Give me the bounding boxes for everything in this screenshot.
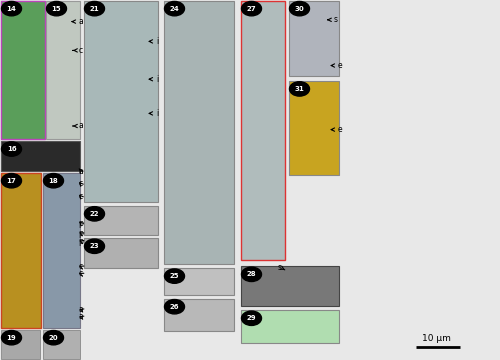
Text: 25: 25 — [170, 273, 179, 279]
FancyBboxPatch shape — [46, 1, 80, 139]
Text: 27: 27 — [246, 6, 256, 12]
Text: 16: 16 — [6, 146, 16, 152]
Text: 14: 14 — [6, 6, 16, 12]
Text: e: e — [331, 61, 342, 70]
Text: p: p — [78, 219, 84, 228]
Text: c: c — [78, 192, 84, 201]
Text: c: c — [78, 269, 84, 278]
Text: 10 μm: 10 μm — [422, 334, 450, 343]
Circle shape — [2, 174, 21, 188]
Text: e: e — [331, 125, 342, 134]
Circle shape — [164, 1, 184, 16]
FancyBboxPatch shape — [164, 268, 234, 295]
Text: a: a — [72, 17, 83, 26]
Circle shape — [290, 82, 310, 96]
Circle shape — [46, 1, 66, 16]
Text: c: c — [78, 179, 84, 188]
Text: a: a — [73, 122, 83, 130]
Text: 22: 22 — [90, 211, 99, 217]
Text: s: s — [278, 263, 285, 271]
Text: 29: 29 — [246, 315, 256, 321]
FancyBboxPatch shape — [241, 310, 339, 343]
Text: 26: 26 — [170, 304, 179, 310]
FancyBboxPatch shape — [164, 1, 234, 264]
FancyBboxPatch shape — [84, 238, 158, 268]
Text: a: a — [78, 312, 84, 321]
Text: s: s — [328, 15, 338, 24]
FancyBboxPatch shape — [241, 266, 339, 306]
Text: 18: 18 — [48, 178, 58, 184]
Text: i: i — [149, 75, 158, 84]
FancyBboxPatch shape — [241, 1, 285, 260]
FancyBboxPatch shape — [43, 330, 80, 359]
Circle shape — [44, 174, 64, 188]
Circle shape — [242, 311, 262, 325]
Text: i: i — [149, 109, 158, 118]
Text: 31: 31 — [294, 86, 304, 92]
FancyBboxPatch shape — [289, 1, 339, 76]
Circle shape — [84, 1, 104, 16]
Circle shape — [164, 269, 184, 283]
FancyBboxPatch shape — [164, 299, 234, 331]
FancyBboxPatch shape — [1, 173, 41, 328]
Text: 30: 30 — [294, 6, 304, 12]
Text: 15: 15 — [52, 6, 62, 12]
Circle shape — [242, 267, 262, 282]
Text: 20: 20 — [48, 335, 58, 341]
Circle shape — [290, 1, 310, 16]
Circle shape — [2, 1, 21, 16]
FancyBboxPatch shape — [1, 1, 44, 139]
Text: a: a — [78, 166, 83, 175]
Circle shape — [242, 1, 262, 16]
Text: 19: 19 — [6, 335, 16, 341]
Text: 23: 23 — [90, 243, 100, 249]
Text: i: i — [149, 37, 158, 46]
Text: a: a — [78, 305, 84, 314]
FancyBboxPatch shape — [1, 141, 80, 171]
Text: 24: 24 — [170, 6, 179, 12]
Text: p: p — [78, 237, 84, 246]
Text: c: c — [78, 262, 84, 271]
Circle shape — [164, 300, 184, 314]
Text: p: p — [78, 229, 84, 238]
FancyBboxPatch shape — [289, 81, 339, 175]
Text: 17: 17 — [6, 178, 16, 184]
FancyBboxPatch shape — [84, 1, 158, 202]
Circle shape — [2, 330, 21, 345]
Text: 21: 21 — [90, 6, 100, 12]
Circle shape — [2, 142, 21, 156]
Text: 28: 28 — [246, 271, 256, 277]
FancyBboxPatch shape — [43, 173, 80, 328]
FancyBboxPatch shape — [1, 330, 40, 359]
Circle shape — [84, 239, 104, 253]
Circle shape — [84, 207, 104, 221]
Text: c: c — [73, 46, 83, 55]
FancyBboxPatch shape — [84, 206, 158, 235]
Circle shape — [44, 330, 64, 345]
